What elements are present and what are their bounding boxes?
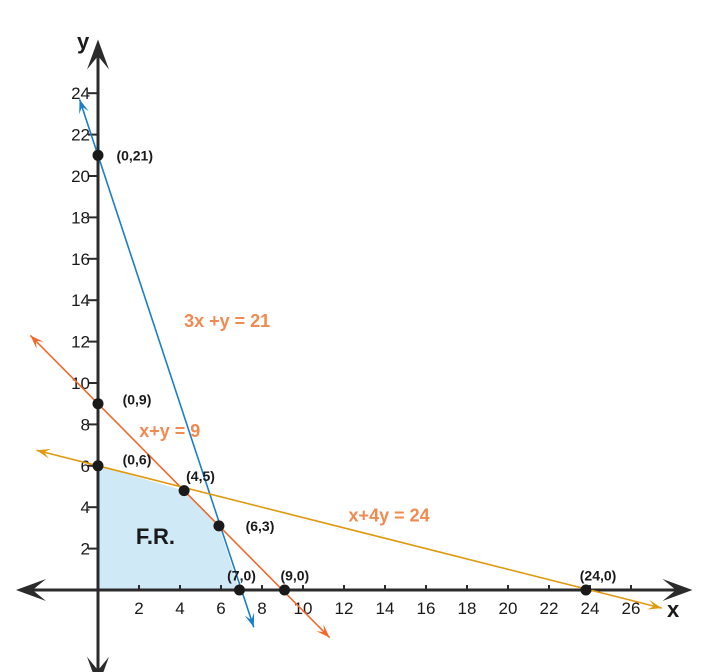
constraint-label: x+y = 9 [139, 421, 200, 441]
x-tick-label: 12 [335, 599, 354, 618]
y-tick-label: 16 [71, 250, 90, 269]
feasible-region [98, 465, 240, 590]
corner-point [233, 584, 245, 596]
corner-point [92, 149, 104, 161]
line-arrow-end [244, 612, 255, 628]
constraint-line [78, 99, 255, 628]
y-tick-label: 22 [71, 126, 90, 145]
y-tick-label: 4 [81, 498, 90, 517]
x-tick-label: 24 [581, 599, 600, 618]
y-tick-label: 20 [71, 167, 90, 186]
y-axis-arrow-down [87, 656, 109, 672]
y-tick-label: 8 [81, 415, 90, 434]
x-axis-label: x [667, 597, 680, 622]
x-axis-arrow-right [662, 579, 693, 601]
x-tick-label: 20 [499, 599, 518, 618]
chart-labels: x y F.R. [77, 29, 680, 622]
y-tick-label: 24 [71, 84, 90, 103]
corner-point-label: (24,0) [580, 568, 617, 584]
x-tick-label: 16 [417, 599, 436, 618]
corner-point-label: (0,9) [123, 392, 152, 408]
x-tick-label: 10 [294, 599, 313, 618]
corner-point [580, 584, 592, 596]
y-axis-label: y [77, 29, 90, 54]
corner-point-label: (7,0) [227, 568, 256, 584]
corner-point [92, 460, 104, 472]
y-tick-label: 10 [71, 374, 90, 393]
corner-point-label: (4,5) [186, 468, 215, 484]
x-axis-arrow-left [16, 579, 46, 601]
corner-point-label: (6,3) [246, 518, 275, 534]
corner-point-label: (9,0) [280, 568, 309, 584]
x-tick-label: 4 [175, 599, 184, 618]
constraint-label: 3x +y = 21 [184, 311, 270, 331]
line-arrow-start [79, 99, 89, 115]
line-arrow-start [30, 335, 44, 349]
corner-point [213, 520, 225, 532]
constraint-lines: 3x +y = 21 x+y = 9 x+4y = 24 [29, 99, 662, 639]
corner-point [92, 398, 104, 410]
line-arrow-end [646, 599, 662, 610]
y-tick-label: 6 [81, 457, 90, 476]
corner-point-label: (0,21) [116, 147, 153, 163]
constraint-line [36, 449, 662, 609]
corner-point [279, 584, 291, 596]
x-tick-label: 8 [257, 599, 266, 618]
corner-point [178, 485, 190, 497]
line-arrow-end [316, 624, 330, 638]
y-tick-label: 14 [71, 291, 90, 310]
corner-point-label: (0,6) [123, 452, 152, 468]
x-tick-label: 14 [376, 599, 395, 618]
y-axis-arrow-up [87, 39, 109, 70]
x-tick-label: 26 [622, 599, 641, 618]
y-tick-label: 12 [71, 333, 90, 352]
corner-points: (0,21) (0,9) (0,6) (4,5) (6,3) (7,0) (9,0) (24,… [92, 147, 617, 596]
x-tick-label: 2 [134, 599, 143, 618]
x-tick-label: 18 [458, 599, 477, 618]
feasible-region-label: F.R. [136, 524, 175, 549]
constraint-label: x+4y = 24 [349, 506, 430, 526]
y-tick-label: 18 [71, 208, 90, 227]
x-tick-label: 22 [540, 599, 559, 618]
y-tick-label: 2 [81, 540, 90, 559]
line-arrow-start [36, 448, 52, 459]
x-tick-label: 6 [216, 599, 225, 618]
axis-ticks: 2 4 6 8 10 12 14 16 18 20 22 24 26246810121416182022… [71, 84, 640, 618]
